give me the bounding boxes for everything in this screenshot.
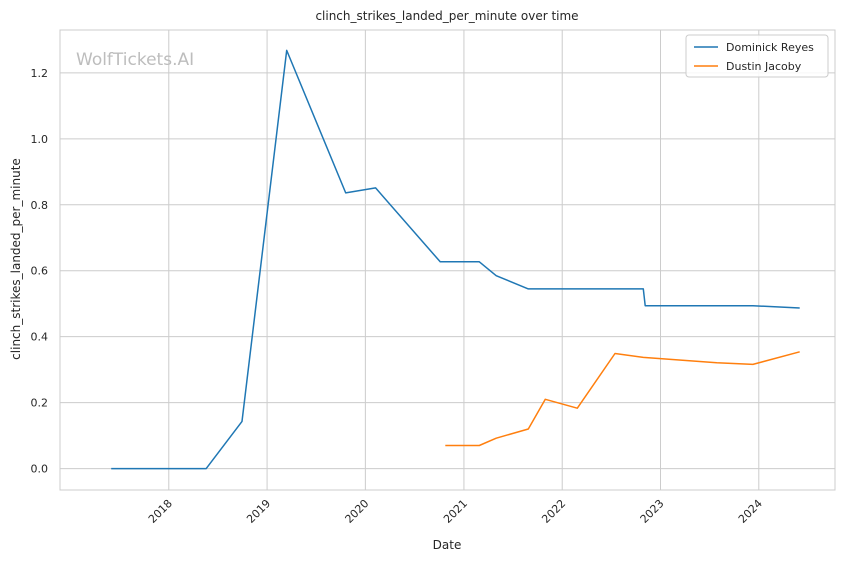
- y-tick-label: 0.8: [31, 199, 49, 212]
- y-tick-label: 0.0: [31, 463, 49, 476]
- y-tick-label: 0.6: [31, 265, 49, 278]
- y-axis-ticks: 0.0 0.2 0.4 0.6 0.8 1.0 1.2: [31, 67, 49, 476]
- legend-box: [685, 34, 829, 78]
- series-layer: [111, 49, 800, 470]
- legend: Dominick Reyes Dustin Jacoby: [685, 34, 829, 78]
- series-line-dustin-jacoby: [445, 351, 800, 447]
- y-tick-label: 0.4: [31, 331, 49, 344]
- y-tick-label: 0.2: [31, 397, 49, 410]
- watermark: WolfTickets.AI: [76, 50, 194, 70]
- legend-label: Dustin Jacoby: [726, 60, 802, 73]
- legend-label: Dominick Reyes: [726, 41, 814, 54]
- y-tick-label: 1.0: [31, 133, 49, 146]
- x-axis-label: Date: [433, 538, 462, 552]
- plot-area-frame: [59, 29, 836, 491]
- y-tick-label: 1.2: [31, 67, 49, 80]
- y-axis-label: clinch_strikes_landed_per_minute: [9, 158, 23, 360]
- chart-title: clinch_strikes_landed_per_minute over ti…: [315, 9, 578, 23]
- series-line-dominick-reyes: [111, 49, 800, 470]
